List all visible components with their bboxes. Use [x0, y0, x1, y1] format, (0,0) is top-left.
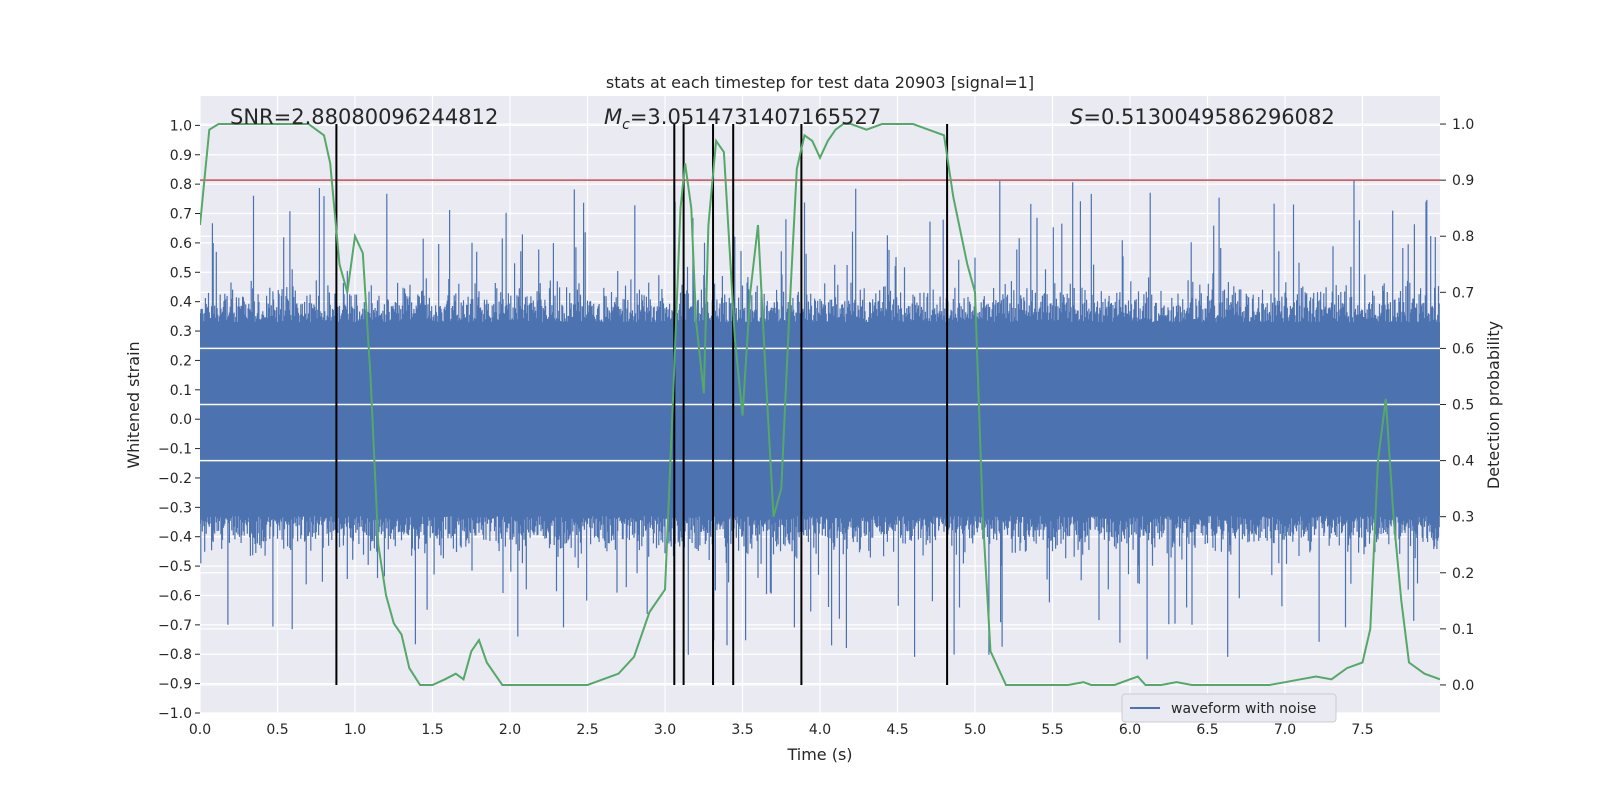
y-tick-label-left: −0.8 — [158, 647, 192, 663]
mc-annotation: Mc=3.0514731407165527 — [604, 105, 881, 133]
y-tick-label-right: 0.7 — [1452, 285, 1474, 301]
y-tick-label-left: 0.6 — [170, 236, 192, 252]
y-tick-label-right: 0.3 — [1452, 510, 1474, 526]
mc-symbol: M — [604, 105, 622, 129]
left-axis: 1.0 0.9 0.8 0.7 0.6 0.5 0.4 0.3 0.2 0.1 0.0 −0.1 −0.… — [158, 118, 200, 722]
y-tick-label-left: −1.0 — [158, 706, 192, 722]
y-tick-label-left: −0.6 — [158, 588, 192, 604]
mc-subscript: c — [622, 117, 630, 133]
x-tick-label: 2.0 — [499, 722, 521, 738]
y-axis-label-left: Whitened strain — [124, 341, 143, 468]
x-tick-label: 5.5 — [1041, 722, 1063, 738]
x-axis-label: Time (s) — [786, 745, 852, 764]
y-tick-label-left: −0.2 — [158, 471, 192, 487]
y-tick-label-right: 0.8 — [1452, 229, 1474, 245]
y-tick-label-left: 0.7 — [170, 207, 192, 223]
y-axis-label-right: Detection probability — [1484, 321, 1503, 489]
y-tick-label-left: 0.5 — [170, 265, 192, 281]
plot-content — [200, 123, 1440, 686]
y-tick-label-right: 0.1 — [1452, 622, 1474, 638]
chart-title: stats at each timestep for test data 209… — [606, 73, 1034, 92]
y-tick-label-left: 0.4 — [170, 295, 192, 311]
x-tick-label: 6.0 — [1119, 722, 1141, 738]
y-tick-label-left: 0.1 — [170, 383, 192, 399]
x-tick-label: 3.5 — [731, 722, 753, 738]
y-tick-label-right: 1.0 — [1452, 117, 1474, 133]
x-tick-label: 4.5 — [886, 722, 908, 738]
y-tick-label-left: 0.0 — [170, 412, 192, 428]
y-tick-label-right: 0.9 — [1452, 173, 1474, 189]
probability-line — [200, 123, 1440, 686]
x-tick-label: 1.5 — [421, 722, 443, 738]
y-tick-label-right: 0.4 — [1452, 454, 1474, 470]
snr-annotation: SNR=2.88080096244812 — [230, 105, 498, 129]
y-tick-label-left: 0.9 — [170, 148, 192, 164]
legend: waveform with noise — [1121, 693, 1337, 723]
y-tick-label-left: −0.7 — [158, 618, 192, 634]
y-tick-label-left: −0.4 — [158, 530, 192, 546]
mc-value: =3.0514731407165527 — [630, 105, 881, 129]
y-tick-label-left: −0.5 — [158, 559, 192, 575]
x-tick-label: 5.0 — [964, 722, 986, 738]
y-tick-label-left: −0.1 — [158, 442, 192, 458]
x-tick-label: 2.5 — [576, 722, 598, 738]
s-annotation: S=0.5130049586296082 — [1070, 105, 1335, 129]
y-tick-label-left: −0.9 — [158, 677, 192, 693]
x-tick-label: 7.5 — [1351, 722, 1373, 738]
legend-label-waveform: waveform with noise — [1171, 701, 1316, 717]
s-symbol: S — [1070, 105, 1083, 129]
y-tick-label-left: 0.8 — [170, 177, 192, 193]
x-tick-label: 3.0 — [654, 722, 676, 738]
y-tick-label-right: 0.6 — [1452, 341, 1474, 357]
x-tick-label: 6.5 — [1196, 722, 1218, 738]
y-tick-label-right: 0.0 — [1452, 678, 1474, 694]
y-tick-label-left: −0.3 — [158, 500, 192, 516]
y-tick-label-left: 1.0 — [170, 118, 192, 134]
y-tick-label-right: 0.2 — [1452, 566, 1474, 582]
x-axis: 0.0 0.5 1.0 1.5 2.0 2.5 3.0 3.5 4.0 4.5 5.0 5.5 6.0 6… — [189, 722, 1374, 738]
y-tick-label-left: 0.3 — [170, 324, 192, 340]
y-tick-label-left: 0.2 — [170, 353, 192, 369]
x-tick-label: 0.0 — [189, 722, 211, 738]
x-tick-label: 1.0 — [344, 722, 366, 738]
x-tick-label: 7.0 — [1274, 722, 1296, 738]
x-tick-label: 0.5 — [266, 722, 288, 738]
legend-box — [1121, 693, 1337, 723]
y-tick-label-right: 0.5 — [1452, 398, 1474, 414]
x-tick-label: 4.0 — [809, 722, 831, 738]
right-axis: 1.0 0.9 0.8 0.7 0.6 0.5 0.4 0.3 0.2 0.1 0.0 — [1440, 117, 1474, 694]
s-value: =0.5130049586296082 — [1083, 105, 1334, 129]
